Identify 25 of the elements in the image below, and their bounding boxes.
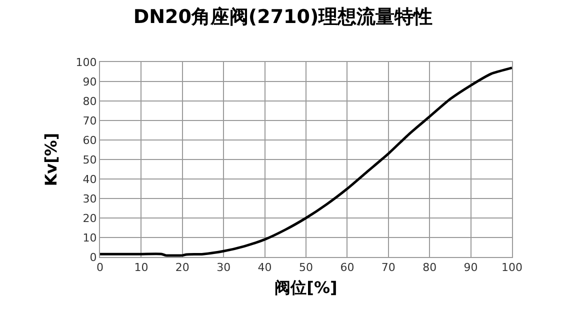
y-tick-label: 40 — [82, 172, 97, 186]
x-tick-label: 10 — [134, 261, 148, 274]
x-tick-label: 90 — [464, 261, 478, 274]
line-series — [100, 66, 512, 257]
y-tick-label: 30 — [82, 192, 97, 206]
y-tick-label: 80 — [82, 94, 97, 108]
y-tick-label: 90 — [82, 75, 97, 88]
x-axis-title: 阀位[%] — [274, 278, 338, 297]
x-tick-label: 60 — [340, 261, 354, 274]
x-tick-label: 50 — [299, 261, 313, 274]
x-tick-label: 20 — [175, 261, 190, 274]
x-tick-label: 30 — [216, 261, 231, 274]
y-tick-label: 60 — [82, 134, 97, 147]
x-tick-label: 70 — [381, 261, 396, 274]
y-tick-label: 10 — [82, 231, 97, 244]
y-axis-title: Kv[%] — [42, 132, 61, 186]
x-tick-label: 80 — [422, 261, 437, 274]
y-tick-label: 50 — [82, 153, 97, 166]
x-tick-label: 40 — [258, 261, 272, 274]
x-tick-label: 100 — [502, 261, 522, 274]
y-tick-label: 20 — [82, 212, 97, 225]
chart-title: DN20角座阀(2710)理想流量特性 — [133, 6, 433, 28]
y-tick-label: 70 — [82, 114, 97, 128]
y-tick-label: 100 — [76, 56, 97, 69]
y-tick-label: 0 — [90, 250, 97, 264]
